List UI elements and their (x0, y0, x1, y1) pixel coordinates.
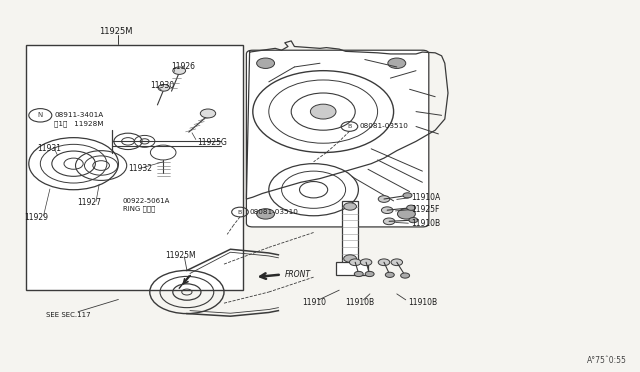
Circle shape (365, 272, 374, 277)
FancyBboxPatch shape (246, 50, 429, 227)
Circle shape (360, 259, 372, 266)
Circle shape (403, 193, 412, 198)
Text: 11910B: 11910B (346, 298, 375, 307)
Text: 11929: 11929 (24, 213, 49, 222)
Circle shape (381, 207, 393, 214)
Text: A°75ˆ0:55: A°75ˆ0:55 (588, 356, 627, 365)
Text: 11927: 11927 (77, 198, 101, 207)
Text: B: B (238, 209, 242, 215)
Bar (26, 45, 243, 290)
Circle shape (355, 272, 364, 277)
Text: 11925M: 11925M (99, 27, 132, 36)
Text: 08911-3401A: 08911-3401A (54, 112, 104, 118)
Circle shape (378, 196, 390, 202)
Text: 11926: 11926 (172, 62, 196, 71)
Circle shape (173, 67, 186, 74)
Text: 00922-5061A: 00922-5061A (123, 198, 170, 204)
Text: 11910B: 11910B (411, 219, 440, 228)
Text: 11925G: 11925G (197, 138, 227, 147)
Circle shape (406, 205, 415, 210)
Circle shape (388, 58, 406, 68)
Text: 11931: 11931 (37, 144, 61, 153)
Text: 11925F: 11925F (411, 205, 439, 214)
Circle shape (383, 218, 395, 225)
Circle shape (409, 218, 418, 223)
Circle shape (378, 259, 390, 266)
Text: 11932: 11932 (128, 164, 152, 173)
Text: 11910: 11910 (302, 298, 326, 307)
Circle shape (310, 104, 336, 119)
Text: 11910B: 11910B (408, 298, 438, 307)
Text: B: B (348, 124, 351, 129)
Circle shape (158, 84, 170, 91)
Text: 〰1〱   11928M: 〰1〱 11928M (54, 120, 104, 127)
Circle shape (385, 272, 394, 278)
Text: 08081-03510: 08081-03510 (360, 124, 408, 129)
Text: FRONT: FRONT (285, 270, 311, 279)
Text: 08081-03510: 08081-03510 (250, 209, 298, 215)
Circle shape (397, 209, 415, 219)
Circle shape (344, 203, 356, 210)
Bar (342, 201, 358, 264)
Text: SEE SEC.117: SEE SEC.117 (46, 312, 91, 318)
Text: 11910A: 11910A (411, 193, 440, 202)
Circle shape (391, 259, 403, 266)
Circle shape (257, 58, 275, 68)
Circle shape (349, 259, 361, 266)
Circle shape (344, 255, 356, 262)
Text: 11930: 11930 (150, 81, 174, 90)
Circle shape (401, 273, 410, 278)
Text: 11925M: 11925M (165, 251, 196, 260)
Circle shape (200, 109, 216, 118)
Bar (336, 262, 368, 275)
Text: N: N (38, 112, 43, 118)
Text: RING リング: RING リング (123, 206, 156, 212)
Circle shape (257, 209, 275, 219)
